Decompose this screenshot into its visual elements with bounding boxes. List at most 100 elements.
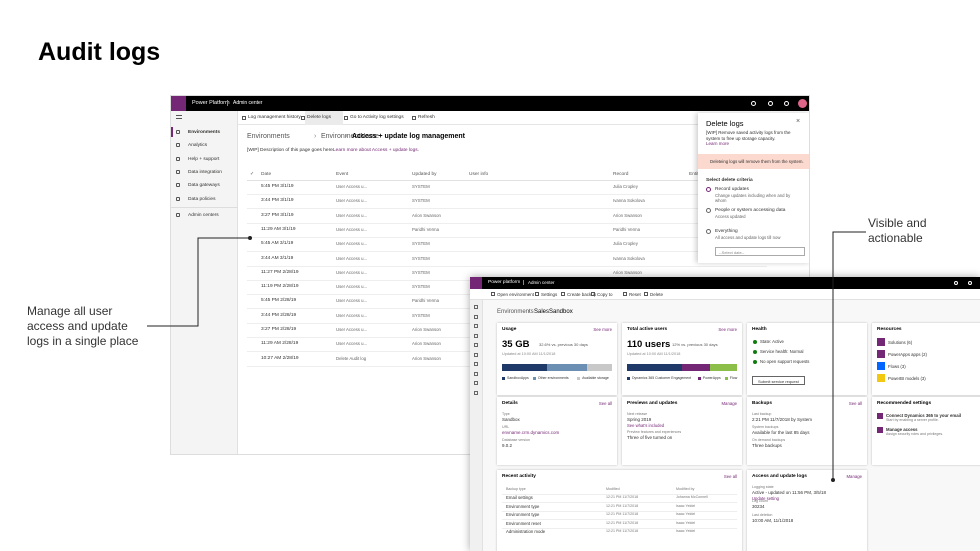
nav-item: Admin centers <box>188 213 219 218</box>
row-event: User Access u... <box>336 312 368 318</box>
waffle <box>171 96 186 111</box>
stack-segment <box>710 364 737 371</box>
status-dot <box>753 350 757 354</box>
callout-dot <box>831 478 835 482</box>
card-backups: Backups See all Last backup 2:21 PM 11/7/20… <box>747 397 867 465</box>
criteria: Select delete criteria <box>706 178 753 183</box>
warning-text: Deleteing logs will remove them from the… <box>710 159 804 164</box>
option-detail: Change updates including when and by who… <box>715 193 791 203</box>
brand: Power platform <box>488 280 521 285</box>
row-cell: Environment type <box>506 503 540 509</box>
legend-label: Available storage <box>582 376 609 380</box>
legend-swatch <box>697 377 701 380</box>
row-cell: 12:21 PM 11/7/2018 <box>606 529 639 533</box>
column-header: Entit <box>689 172 699 177</box>
resource-icon <box>877 362 885 370</box>
stack-segment <box>502 364 547 371</box>
close: × <box>796 118 801 125</box>
field-label: Next release <box>627 412 648 416</box>
health-item: State: Active <box>760 339 784 344</box>
breadcrumb-sep: › <box>528 309 530 315</box>
option-label: Record updates <box>715 187 749 192</box>
nav-icon <box>474 343 478 347</box>
status-dot <box>753 340 757 344</box>
field-value: Sandbox <box>502 417 520 422</box>
field-link: See what's included <box>627 423 665 428</box>
card-title: Usage <box>502 327 517 332</box>
breadcrumb: SalesSandbox <box>534 309 573 315</box>
updated: Updated at 10:00 AM 11/1/2018 <box>627 352 681 356</box>
card-users: Total active users See more 110 users 12% v… <box>622 323 742 395</box>
card-link: See all <box>848 401 862 406</box>
row-updated-by: Paridhi Verma <box>412 226 439 232</box>
toolbar-icon <box>591 292 595 296</box>
row-updated-by: Paridhi Verma <box>412 298 439 304</box>
row-updated-by: SYSTEM <box>412 312 430 318</box>
card-link: See more <box>593 327 612 332</box>
select-text: --Select date-- <box>719 250 745 255</box>
field-label: Last backup <box>752 412 772 416</box>
app-name: Admin center <box>523 280 555 285</box>
option-detail: All access and update logs till now <box>715 235 781 240</box>
health-item: Service health: Normal <box>760 349 804 354</box>
resource-item: Solutions (6) <box>888 340 913 345</box>
card-previews: Previews and updates Manage Next release Sp… <box>622 397 742 465</box>
toolbar-button: Copy to <box>597 291 613 297</box>
breadcrumb-sep: › <box>345 133 348 140</box>
row-cell: 12:21 PM 11/7/2018 <box>606 495 639 499</box>
row-cell: Environment reset <box>506 520 541 526</box>
card-title: Recommended settings <box>877 401 932 406</box>
column-header: User info <box>469 172 489 177</box>
row-updated-by: SYSTEM <box>412 255 430 261</box>
field-value: 2:21 PM 11/7/2018 by System <box>752 417 812 422</box>
row-date: 11:19 PM 2/28/19 <box>261 284 299 290</box>
row-cell: Isaac Yeldel <box>676 503 696 508</box>
row-date: 3:44 PM 3/1/19 <box>261 198 294 204</box>
row-record: Arion Swanson <box>613 212 642 218</box>
nav-icon <box>474 314 478 319</box>
nav-icon <box>474 381 478 385</box>
row-line <box>502 519 737 520</box>
legend-label: Dynamics 365 Customer Engagement <box>632 376 692 380</box>
avatar <box>798 99 807 108</box>
row-date: 5:45 PM 2/28/19 <box>261 298 297 304</box>
field-label: Database version <box>502 438 530 442</box>
row-date: 3:44 AM 3/1/19 <box>261 255 294 261</box>
toolbar-selected <box>305 111 343 125</box>
icon <box>954 281 958 285</box>
legend-swatch <box>502 377 505 380</box>
menu-icon <box>176 115 182 119</box>
row-line <box>247 194 767 195</box>
nav-item: Data gateways <box>188 183 220 189</box>
icon <box>751 101 756 106</box>
row-updated-by: Arion Swanson <box>412 327 441 332</box>
row-line <box>247 265 767 267</box>
callout-dot <box>248 236 252 240</box>
breadcrumb: Environments <box>497 309 534 315</box>
radio <box>706 187 711 192</box>
row-record: Ivanna Sokolova <box>613 198 645 204</box>
date-select: --Select date-- <box>715 247 805 256</box>
stack-segment <box>627 364 682 371</box>
row-updated-by: SYSTEM <box>412 241 430 247</box>
column-header: Modified by <box>676 487 695 491</box>
row-date: 11:29 AM 2/28/19 <box>261 341 299 347</box>
status-dot <box>753 360 757 364</box>
callout-line <box>147 237 250 327</box>
column-header: Updated by <box>412 172 437 177</box>
row-event: User Access u... <box>336 198 368 204</box>
row-event: User Access u... <box>336 284 368 290</box>
row-date: 10:27 AM 2/28/19 <box>261 355 299 361</box>
row-event: User Access u... <box>336 241 368 247</box>
field-value: Three backups <box>752 443 782 448</box>
card-logs: Access and update logs Manage Logging stat… <box>747 470 867 551</box>
resource-item: PowerBI models (3) <box>888 376 926 381</box>
card-title: Access and update logs <box>752 474 807 479</box>
row-cell: Environment type <box>506 512 540 517</box>
warning: Deleteing logs will remove them from the… <box>698 154 809 169</box>
header-line <box>247 180 767 181</box>
toolbar-button: Delete <box>650 291 664 297</box>
resource-icon <box>877 374 885 382</box>
toolbar-button: Create backup <box>567 291 597 297</box>
